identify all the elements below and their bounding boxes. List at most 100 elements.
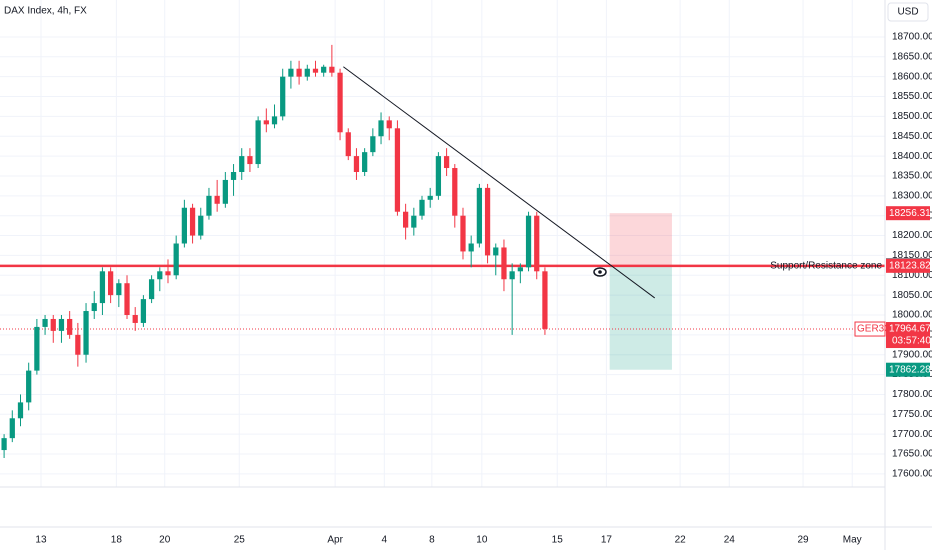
candle-body (304, 68, 310, 77)
candle-body (509, 271, 515, 280)
currency-button[interactable] (887, 2, 929, 22)
candle-body (247, 156, 253, 165)
candle-body (58, 318, 65, 331)
candle-body (312, 68, 319, 73)
candle-body (321, 66, 327, 73)
candle-body (42, 318, 48, 327)
support-tag: 18123.82 (889, 260, 931, 271)
candle-body (17, 402, 24, 419)
candle-body (181, 207, 187, 244)
candle-body (34, 326, 40, 371)
candle-body (452, 168, 458, 216)
candle-body (476, 187, 482, 244)
eye-icon[interactable] (593, 267, 607, 277)
y-tick-label: 18400.00 (892, 151, 932, 162)
y-tick-label: 18150.00 (892, 250, 932, 261)
candle-body (517, 267, 523, 272)
target-tag: 17862.28 (889, 364, 931, 375)
candle-body (9, 418, 15, 439)
candle-body (75, 334, 81, 355)
x-tick-label: 8 (429, 535, 435, 546)
candle-body (271, 116, 278, 125)
candle-body (1, 438, 7, 451)
x-tick-label: 25 (234, 535, 246, 546)
y-tick-label: 18350.00 (892, 171, 932, 182)
target-zone (609, 265, 672, 370)
candle-body (214, 195, 220, 204)
candle-body (337, 72, 343, 133)
chart-title: DAX Index, 4h, FX (4, 6, 87, 17)
y-tick-label: 18650.00 (892, 51, 932, 62)
candle-body (239, 156, 245, 172)
candle-body (255, 120, 261, 165)
y-tick-label: 18450.00 (892, 131, 932, 142)
x-tick-label: 20 (159, 535, 171, 546)
candle-body (165, 271, 171, 276)
candle-body (157, 271, 163, 280)
candle-body (26, 370, 32, 403)
x-tick-label: 4 (382, 535, 388, 546)
candle-body (493, 247, 499, 256)
candle-body (370, 136, 376, 153)
candle-body (468, 243, 474, 252)
x-tick-label: 24 (724, 535, 736, 546)
stop-tag: 18256.31 (889, 208, 931, 219)
candle-body (230, 171, 237, 180)
candle-body (222, 179, 228, 204)
y-tick-label: 18600.00 (892, 71, 932, 82)
y-tick-label: 18000.00 (892, 310, 932, 321)
candle-body (419, 199, 425, 216)
x-tick-label: 29 (797, 535, 809, 546)
y-tick-label: 17600.00 (892, 469, 932, 480)
symbol-box (854, 321, 886, 337)
x-tick-label: 22 (675, 535, 687, 546)
candle-body (542, 271, 548, 329)
candle-body (206, 195, 212, 216)
support-tag-box (886, 258, 930, 273)
x-tick-label: 13 (35, 535, 47, 546)
symbol-label: GER30 (857, 324, 890, 335)
y-tick-label: 17900.00 (892, 349, 932, 360)
candle-body (411, 215, 417, 228)
y-tick-label: 18050.00 (892, 290, 932, 301)
candle-body (378, 120, 384, 137)
candle-body (91, 303, 97, 312)
candle-body (288, 68, 294, 77)
candle-body (263, 120, 269, 125)
candle-body (501, 247, 507, 280)
countdown: 03:57:40 (892, 336, 931, 347)
candle-body (329, 66, 335, 73)
candle-body (50, 318, 56, 331)
y-tick-label: 18700.00 (892, 32, 932, 43)
y-tick-label: 17800.00 (892, 389, 932, 400)
candle-body (140, 299, 147, 323)
y-tick-label: 17650.00 (892, 449, 932, 460)
candle-body (67, 318, 73, 335)
x-tick-label: May (843, 535, 862, 546)
candle-body (403, 211, 409, 228)
candle-body (108, 271, 114, 296)
candle-body (116, 283, 122, 296)
candle-body (386, 120, 392, 129)
x-tick-label: Apr (327, 535, 343, 546)
candle-body (132, 315, 138, 323)
candle-body (427, 195, 433, 200)
candle-body (83, 311, 89, 355)
y-tick-label: 18300.00 (892, 190, 932, 201)
candle-body (435, 156, 442, 196)
currency-label[interactable]: USD (897, 7, 918, 18)
x-tick-label: 17 (601, 535, 613, 546)
candle-body (173, 243, 179, 276)
y-tick-label: 17750.00 (892, 409, 932, 420)
y-tick-label: 17700.00 (892, 429, 932, 440)
candle-body (353, 156, 360, 172)
candle-body (345, 132, 351, 157)
last-price-box (886, 322, 930, 349)
candle-body (394, 128, 401, 212)
x-tick-label: 15 (552, 535, 564, 546)
candle-body (280, 76, 286, 117)
stop-zone (609, 213, 672, 266)
last-price-tag: 17964.67 (889, 324, 931, 335)
candle-body (362, 152, 368, 172)
